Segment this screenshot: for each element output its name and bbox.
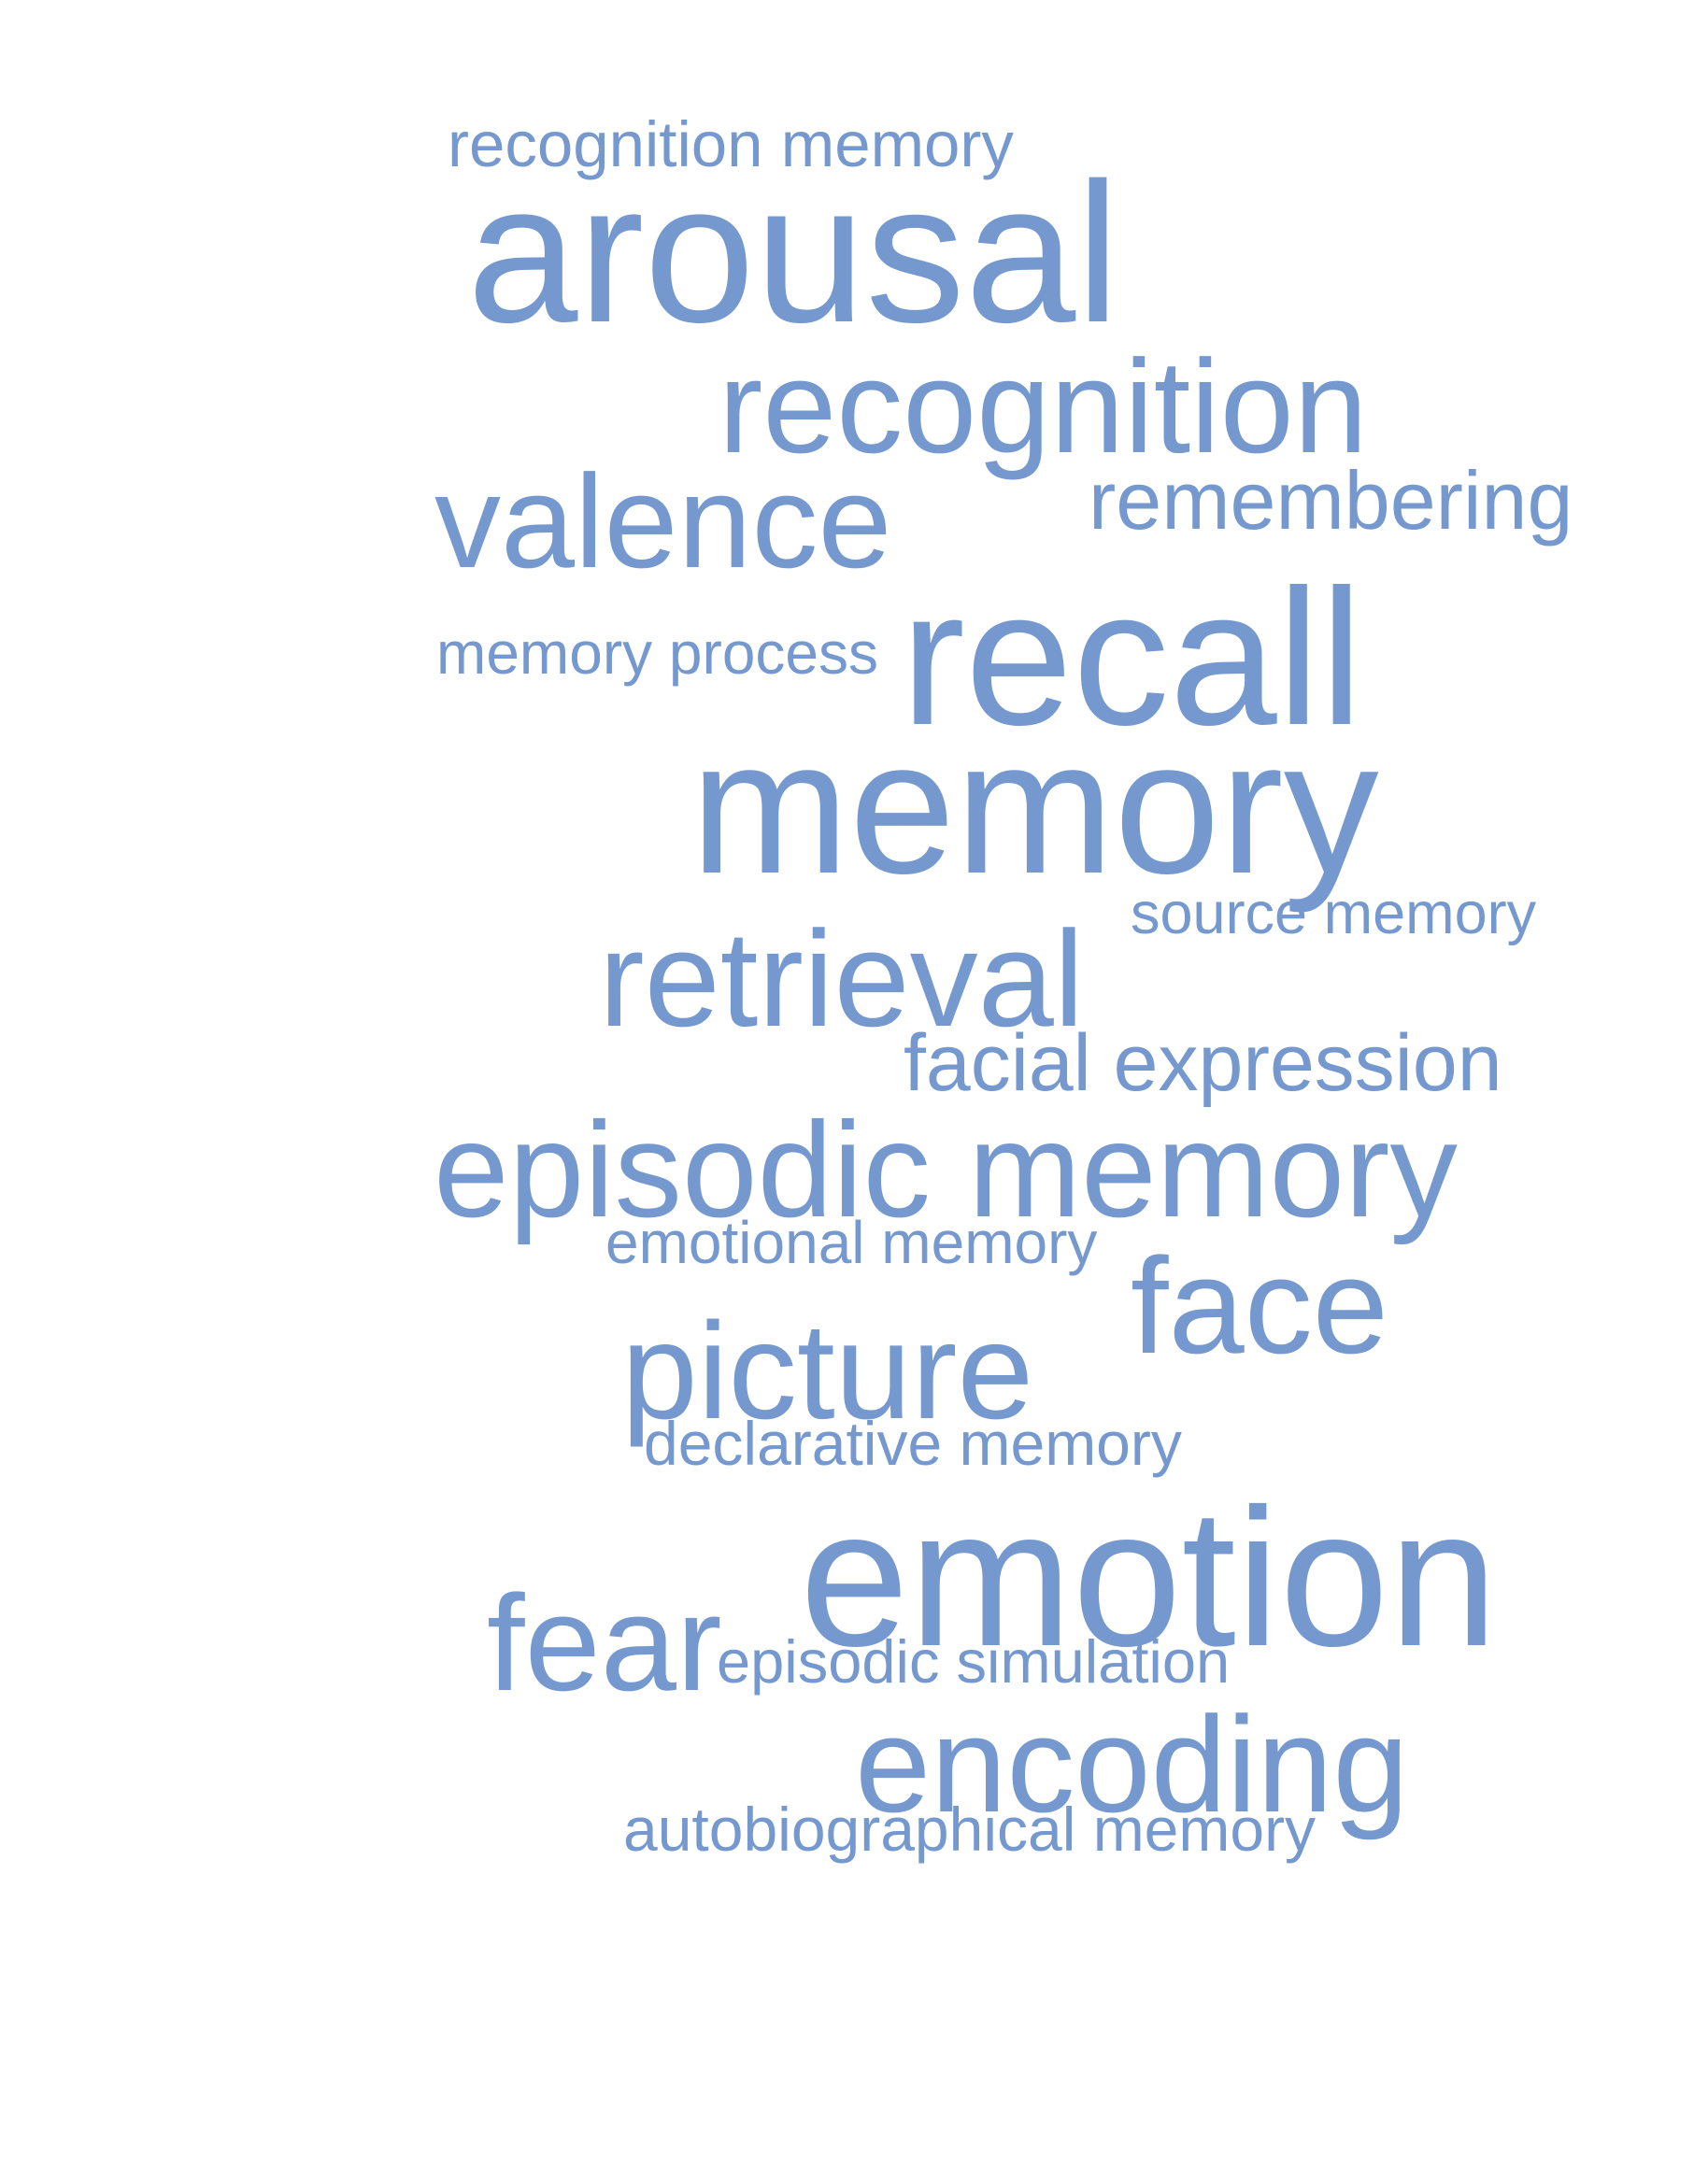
- word-source-memory: source memory: [1131, 881, 1537, 946]
- word-declarative-memory: declarative memory: [644, 1409, 1182, 1478]
- word-emotional-memory: emotional memory: [605, 1209, 1098, 1276]
- word-face: face: [1131, 1229, 1388, 1382]
- word-recognition-memory: recognition memory: [448, 108, 1014, 180]
- word-memory-process: memory process: [436, 619, 878, 687]
- word-arousal: arousal: [467, 142, 1120, 364]
- word-fear: fear: [487, 1567, 722, 1719]
- word-picture: picture: [621, 1295, 1034, 1448]
- word-episodic-simulation: episodic simulation: [717, 1627, 1231, 1696]
- word-autobiographical-memory: autobiographical memory: [623, 1795, 1317, 1864]
- word-recognition: recognition: [719, 333, 1368, 481]
- word-encoding: encoding: [855, 1688, 1409, 1840]
- word-episodic-memory: episodic memory: [434, 1094, 1458, 1245]
- word-retrieval: retrieval: [599, 902, 1085, 1055]
- word-facial-expression: facial expression: [904, 1018, 1502, 1108]
- word-valence: valence: [434, 447, 892, 596]
- word-memory: memory: [690, 701, 1379, 914]
- word-recall: recall: [901, 549, 1363, 765]
- word-emotion: emotion: [800, 1468, 1499, 1687]
- word-remembering: remembering: [1089, 454, 1573, 547]
